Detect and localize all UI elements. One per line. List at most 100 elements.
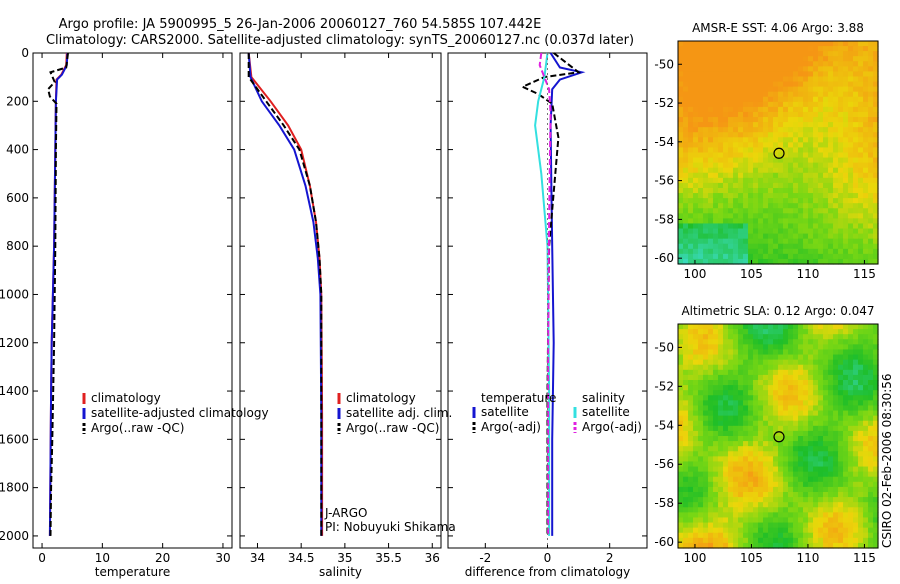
sla_map-cell [753,405,759,412]
sla_map-cell [693,405,699,412]
sst_map-cell [828,56,834,62]
sst_map-cell [678,157,684,164]
sla_map-cell [798,334,804,340]
sla_map-cell [813,441,819,447]
sla_map-cell [753,522,759,529]
sst_map-cell [828,111,834,118]
sst_map-cell [873,223,879,230]
sla_map-cell [723,390,729,396]
sla_map-cell [748,369,754,376]
sla_map-cell [743,456,749,463]
sst_map-cell [743,122,749,128]
sla_map-cell [748,461,754,468]
sst_map-cell [788,233,794,240]
sst_map-cell [808,101,814,108]
sla_map-cell [788,364,794,371]
sst_map-cell [793,172,799,179]
sst_map-cell [813,248,819,255]
sla_map-cell [698,527,704,534]
sst_map-xtick-label: 110 [796,267,819,281]
sla_map-cell [733,374,739,381]
sst_map-cell [833,41,839,47]
sla_map-cell [678,476,684,483]
sst_map-cell [723,147,729,154]
sla_map-cell [843,481,849,488]
sst_map-cell [848,233,854,240]
sst_map-cell [748,243,754,250]
sst_map-cell [853,198,859,204]
sla_map-cell [868,425,874,432]
sla_map-cell [868,476,874,483]
sla_map-cell [723,339,729,345]
sla_map-cell [808,324,814,330]
sla_map-cell [873,364,879,371]
sla_map-cell [833,405,839,412]
sst_map-cell [693,76,699,83]
sst_map-cell [868,172,874,179]
sla_map-cell [823,502,829,508]
sst_map-cell [833,253,839,260]
sla_map-cell [773,451,779,457]
sla_map-cell [768,369,774,376]
sst_map-cell [698,157,704,164]
sst_map-cell [778,223,784,230]
sla_map-cell [818,349,824,356]
sla_map-cell [818,441,824,447]
sla_map-cell [678,430,684,437]
sla_map-cell [678,385,684,391]
sla_map-cell [748,542,754,549]
sst_map-cell [788,248,794,255]
sst_map-cell [723,132,729,138]
sst_map-cell [753,157,759,164]
sla_map-cell [818,436,824,442]
sla_map-cell [853,522,859,529]
sla_map-cell [853,492,859,498]
sla_map-cell [853,497,859,503]
sla_map-cell [718,502,724,508]
sla_map-cell [698,324,704,330]
sla_map-cell [873,456,879,463]
sla_map-cell [868,369,874,376]
sst_map-cell [698,81,704,88]
sst_map-cell [788,187,794,194]
sst_map-cell [853,203,859,209]
sst_map-cell [768,106,774,113]
sla_map-cell [713,466,719,473]
sst_map-cell [808,208,814,214]
sla_map-cell [868,492,874,498]
sla_map-cell [813,436,819,442]
sla_map-cell [833,390,839,396]
sst_map-cell [723,81,729,88]
sla_map-cell [718,430,724,437]
sst_map-cell [863,61,869,67]
sla_map-cell [688,497,694,503]
sst_map-cell [833,167,839,174]
sla_map-cell [833,395,839,401]
sla_map-cell [733,324,739,330]
sst_map-cell [733,122,739,128]
sst_map-cell [848,81,854,88]
sla_map-cell [738,344,744,351]
sst_map-cell [813,122,819,128]
sla_map-cell [848,466,854,473]
sla_map-cell [718,385,724,391]
sst_map-cell [763,122,769,128]
sla_map-cell [678,369,684,376]
sst_map-cell [838,147,844,154]
sla_map-cell [798,471,804,478]
sst_map-cell [748,258,754,265]
sla_map-cell [868,374,874,381]
sla_map-cell [808,430,814,437]
sst_map-cell [778,127,784,133]
sst_map-cell [733,76,739,83]
sla_map-cell [703,542,709,549]
sla_map-cell [858,451,864,457]
sla_map-cell [838,339,844,345]
sla_map-cell [873,430,879,437]
sla_map-cell [843,451,849,457]
sla_map-cell [773,502,779,508]
sla_map-cell [808,380,814,386]
sla_map-cell [858,324,864,330]
sst_map-cell [818,228,824,235]
sla_map-cell [743,415,749,422]
